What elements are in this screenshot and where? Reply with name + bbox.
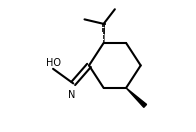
Text: N: N [68, 90, 76, 100]
Text: HO: HO [46, 58, 61, 68]
Polygon shape [126, 88, 147, 107]
